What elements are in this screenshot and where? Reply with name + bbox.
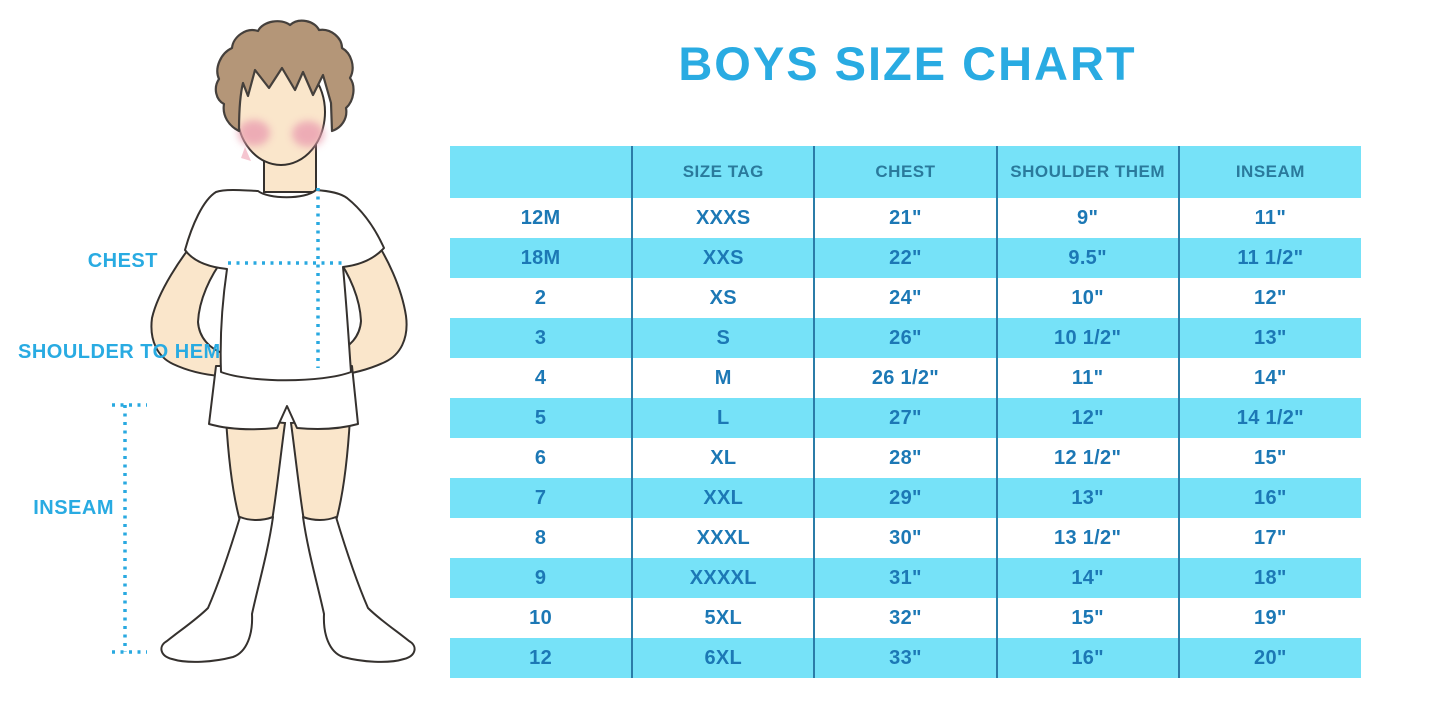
table-cell: 11" bbox=[1177, 198, 1361, 238]
table-cell: 14 1/2" bbox=[1177, 398, 1361, 438]
table-cell: 31" bbox=[813, 558, 997, 598]
boy-measurement-diagram bbox=[112, 19, 416, 663]
inseam-label: INSEAM bbox=[33, 497, 114, 519]
table-cell: 28" bbox=[813, 438, 997, 478]
table-cell: XS bbox=[631, 278, 815, 318]
column-header: CHEST bbox=[813, 146, 997, 198]
table-cell: 10" bbox=[995, 278, 1179, 318]
table-cell: 11" bbox=[995, 358, 1179, 398]
table-cell: 12 bbox=[450, 638, 633, 678]
table-cell: 18M bbox=[450, 238, 633, 278]
table-cell: 2 bbox=[534, 286, 547, 309]
table-cell: 16" bbox=[1177, 478, 1361, 518]
table-cell: XXL bbox=[631, 478, 815, 518]
jaw-mark bbox=[241, 147, 251, 161]
boy-right-sock bbox=[302, 516, 416, 663]
table-cell: XXS bbox=[631, 238, 815, 278]
table-row: 10 5XL 32" 15" 19" bbox=[450, 598, 1361, 638]
table-cell: 16" bbox=[995, 638, 1179, 678]
table-cell: 4 bbox=[534, 366, 547, 389]
table-cell: XL bbox=[631, 438, 815, 478]
table-cell: 32" bbox=[813, 598, 997, 638]
table-cell: 12M bbox=[520, 206, 561, 229]
table-cell: 26 1/2" bbox=[813, 358, 997, 398]
table-cell: 33" bbox=[813, 638, 997, 678]
table-cell: 12" bbox=[995, 398, 1179, 438]
boy-hair bbox=[214, 19, 355, 133]
table-cell: 9" bbox=[995, 198, 1179, 238]
column-header: SIZE TAG bbox=[631, 146, 815, 198]
table-row: 3 S 26" 10 1/2" 13" bbox=[450, 318, 1361, 358]
table-cell: 5XL bbox=[631, 598, 815, 638]
boy-shorts bbox=[208, 365, 359, 431]
table-cell: 5 bbox=[450, 398, 633, 438]
right-cheek-blush bbox=[292, 121, 324, 147]
table-cell: 15" bbox=[995, 598, 1179, 638]
table-cell: 19" bbox=[1177, 598, 1361, 638]
table-cell: 15" bbox=[1177, 438, 1361, 478]
table-body: 12M XXXS 21" 9" 11" 18M XXS 22" 9.5" 11 1/2" 2 XS 24… bbox=[450, 198, 1361, 678]
table-cell: 10 1/2" bbox=[995, 318, 1179, 358]
table-cell: 11 1/2" bbox=[1177, 238, 1361, 278]
table-cell: 10 bbox=[529, 606, 553, 629]
table-cell: 9.5" bbox=[995, 238, 1179, 278]
size-table-container: SIZE TAG CHEST SHOULDER THEM INSEAM 12M XXXS… bbox=[450, 146, 1361, 678]
table-header-row: SIZE TAG CHEST SHOULDER THEM INSEAM bbox=[450, 146, 1361, 198]
table-cell: 14" bbox=[995, 558, 1179, 598]
table-cell: XXXS bbox=[631, 198, 815, 238]
table-row: 4 M 26 1/2" 11" 14" bbox=[450, 358, 1361, 398]
table-cell: 14" bbox=[1177, 358, 1361, 398]
table-cell: 13" bbox=[995, 478, 1179, 518]
table-cell: 6 bbox=[534, 446, 547, 469]
table-header: SIZE TAG CHEST SHOULDER THEM INSEAM bbox=[450, 146, 1361, 198]
boy-shirt bbox=[184, 189, 385, 382]
left-cheek-blush bbox=[238, 120, 270, 146]
table-cell: 9 bbox=[450, 558, 633, 598]
table-cell: 8 bbox=[534, 526, 547, 549]
table-cell: 21" bbox=[813, 198, 997, 238]
table-cell: 3 bbox=[450, 318, 633, 358]
table-cell: M bbox=[631, 358, 815, 398]
table-cell: 17" bbox=[1177, 518, 1361, 558]
table-row: 12 6XL 33" 16" 20" bbox=[450, 638, 1361, 678]
table-row: 8 XXXL 30" 13 1/2" 17" bbox=[450, 518, 1361, 558]
table-cell: 18" bbox=[1177, 558, 1361, 598]
table-cell: 24" bbox=[813, 278, 997, 318]
table-cell: 20" bbox=[1177, 638, 1361, 678]
table-cell: 12" bbox=[1177, 278, 1361, 318]
table-row: 6 XL 28" 12 1/2" 15" bbox=[450, 438, 1361, 478]
page-title: BOYS SIZE CHART bbox=[678, 37, 1137, 90]
boy-left-arm bbox=[150, 231, 226, 377]
column-header: INSEAM bbox=[1177, 146, 1361, 198]
table-cell: 13 1/2" bbox=[995, 518, 1179, 558]
table-cell: 30" bbox=[813, 518, 997, 558]
column-header bbox=[450, 146, 633, 198]
size-table: SIZE TAG CHEST SHOULDER THEM INSEAM 12M XXXS… bbox=[450, 146, 1361, 678]
table-cell: 22" bbox=[813, 238, 997, 278]
shoulder-to-hem-label: SHOULDER TO HEM bbox=[18, 341, 221, 363]
column-header: SHOULDER THEM bbox=[995, 146, 1179, 198]
table-cell: 29" bbox=[813, 478, 997, 518]
table-row: 5 L 27" 12" 14 1/2" bbox=[450, 398, 1361, 438]
table-cell: 12 1/2" bbox=[995, 438, 1179, 478]
table-cell: XXXXL bbox=[631, 558, 815, 598]
table-row: 12M XXXS 21" 9" 11" bbox=[450, 198, 1361, 238]
table-cell: 6XL bbox=[631, 638, 815, 678]
table-row: 18M XXS 22" 9.5" 11 1/2" bbox=[450, 238, 1361, 278]
table-cell: 27" bbox=[813, 398, 997, 438]
table-cell: 7 bbox=[450, 478, 633, 518]
table-cell: 13" bbox=[1177, 318, 1361, 358]
table-cell: XXXL bbox=[631, 518, 815, 558]
table-cell: L bbox=[631, 398, 815, 438]
table-cell: 26" bbox=[813, 318, 997, 358]
table-row: 2 XS 24" 10" 12" bbox=[450, 278, 1361, 318]
table-row: 7 XXL 29" 13" 16" bbox=[450, 478, 1361, 518]
table-row: 9 XXXXL 31" 14" 18" bbox=[450, 558, 1361, 598]
boy-left-leg bbox=[224, 416, 287, 522]
table-cell: S bbox=[631, 318, 815, 358]
boy-left-sock bbox=[160, 516, 274, 663]
boy-right-leg bbox=[289, 416, 352, 522]
chest-label: CHEST bbox=[87, 250, 158, 272]
